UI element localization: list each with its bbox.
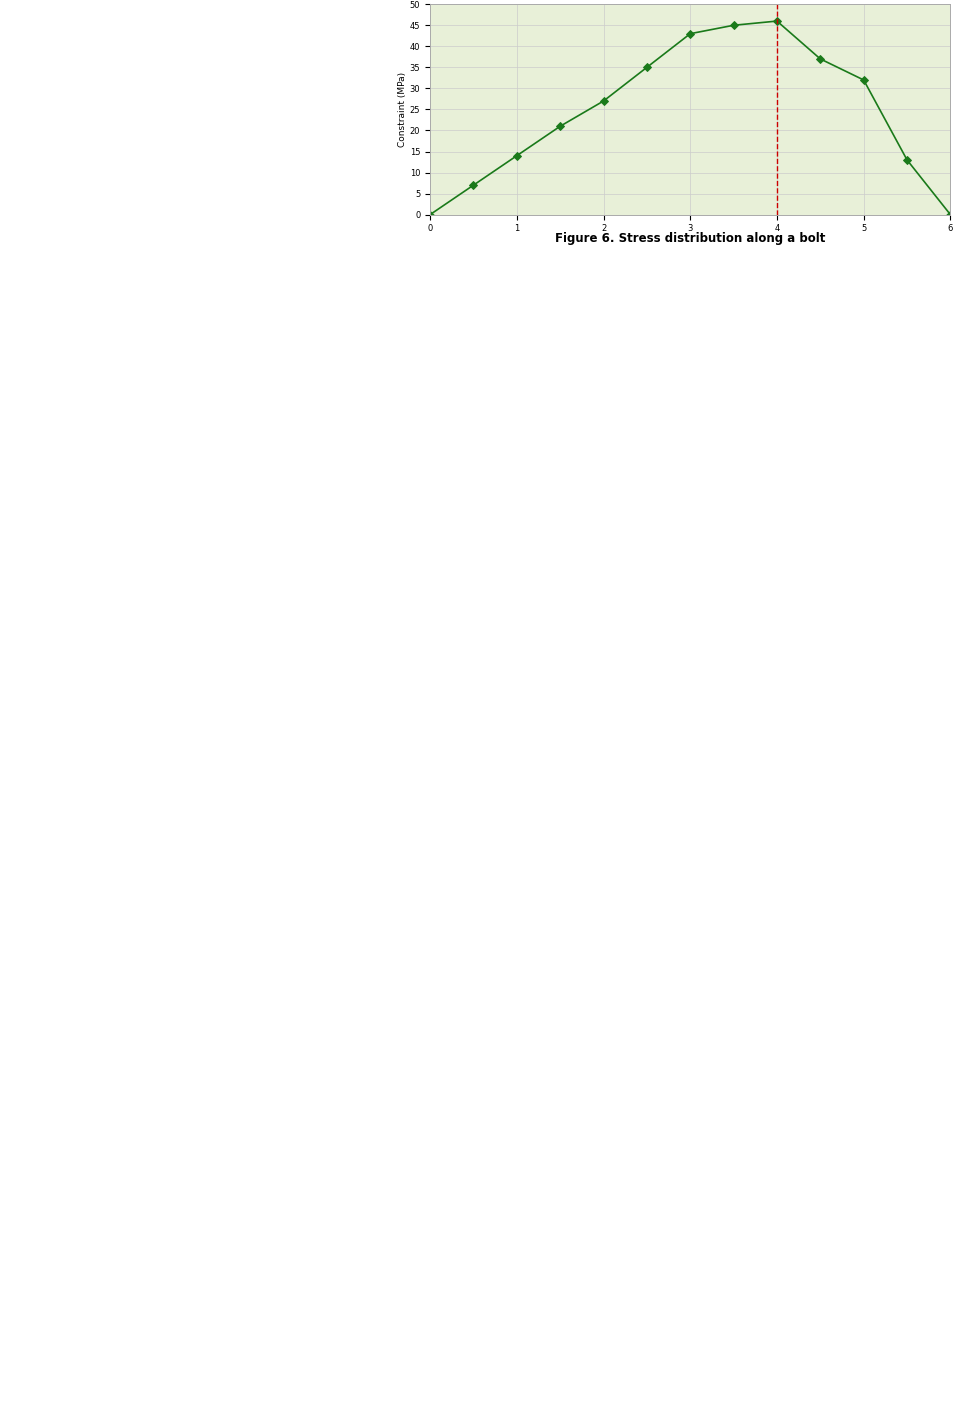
Text: Figure 6. Stress distribution along a bolt: Figure 6. Stress distribution along a bo… — [555, 232, 826, 244]
Y-axis label: Constraint (MPa): Constraint (MPa) — [398, 72, 407, 147]
